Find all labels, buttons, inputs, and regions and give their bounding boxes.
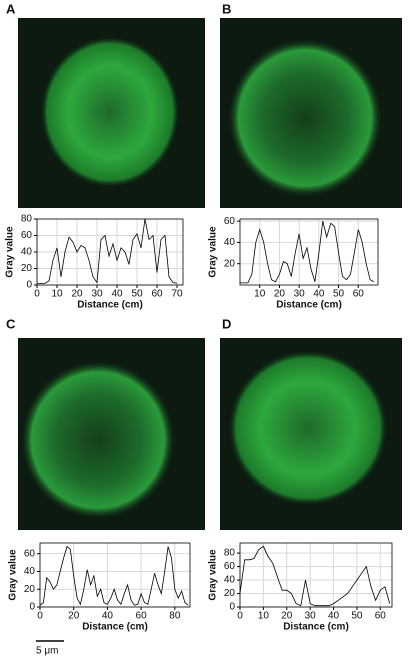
x-tick-label: 40 xyxy=(102,611,114,622)
panel-label: C xyxy=(6,316,16,331)
x-tick-label: 0 xyxy=(37,611,43,622)
micrograph-a xyxy=(18,18,205,208)
x-tick-label: 20 xyxy=(68,611,80,622)
x-tick-label: 30 xyxy=(294,289,306,300)
line xyxy=(240,221,375,284)
plot-frame xyxy=(39,542,191,608)
x-tick-label: 20 xyxy=(71,289,83,300)
y-tick-label: 80 xyxy=(21,214,33,225)
y-tick-label: 0 xyxy=(29,602,35,613)
line xyxy=(39,545,189,606)
x-tick-label: 0 xyxy=(237,611,243,622)
y-tick-label: 0 xyxy=(26,280,32,291)
x-tick-label: 60 xyxy=(375,611,387,622)
y-tick-label: 80 xyxy=(224,548,236,559)
x-tick-label: 40 xyxy=(313,289,325,300)
micrograph-d xyxy=(220,338,402,530)
y-tick-label: 20 xyxy=(21,263,33,274)
x-tick-label: 20 xyxy=(281,611,293,622)
y-tick-label: 40 xyxy=(24,566,36,577)
plot-frame xyxy=(239,542,393,608)
x-tick-label: 10 xyxy=(51,289,63,300)
y-tick-label: 40 xyxy=(224,237,236,248)
y-tick-label: 20 xyxy=(224,588,236,599)
x-tick-label: 20 xyxy=(274,289,286,300)
y-tick-label: 20 xyxy=(224,258,236,269)
line xyxy=(37,218,178,284)
x-axis-label: Distance (cm) xyxy=(77,300,143,311)
x-tick-label: 60 xyxy=(353,289,365,300)
x-tick-label: 30 xyxy=(91,289,103,300)
y-axis-label: Gray value xyxy=(8,549,19,601)
y-tick-label: 40 xyxy=(224,575,236,586)
panel-label: B xyxy=(222,1,231,16)
x-tick-label: 50 xyxy=(333,289,345,300)
plot-frame xyxy=(36,218,184,286)
line xyxy=(239,545,391,607)
y-tick-label: 60 xyxy=(224,561,236,572)
y-tick-label: 60 xyxy=(21,230,33,241)
panel-label: A xyxy=(6,1,16,16)
x-axis-label: Distance (cm) xyxy=(276,300,342,311)
x-tick-label: 40 xyxy=(328,611,340,622)
x-tick-label: 0 xyxy=(34,289,40,300)
plot-frame xyxy=(239,218,379,286)
x-tick-label: 80 xyxy=(169,611,181,622)
x-tick-label: 50 xyxy=(351,611,363,622)
x-tick-label: 60 xyxy=(136,611,148,622)
scale-bar-label: 5 μm xyxy=(36,646,58,657)
y-axis-label: Gray value xyxy=(208,226,219,278)
micrograph-c xyxy=(18,338,205,530)
x-tick-label: 10 xyxy=(258,611,270,622)
y-tick-label: 0 xyxy=(229,602,235,613)
x-tick-label: 30 xyxy=(305,611,317,622)
y-tick-label: 60 xyxy=(224,216,236,227)
y-tick-label: 20 xyxy=(24,584,36,595)
x-axis-label: Distance (cm) xyxy=(82,622,148,633)
panel-label: D xyxy=(222,316,231,331)
y-axis-label: Gray value xyxy=(208,549,219,601)
x-tick-label: 40 xyxy=(111,289,123,300)
x-tick-label: 70 xyxy=(171,289,183,300)
x-tick-label: 60 xyxy=(151,289,163,300)
x-axis-label: Distance (cm) xyxy=(283,622,349,633)
x-tick-label: 10 xyxy=(254,289,266,300)
y-axis-label: Gray value xyxy=(5,226,16,278)
y-tick-label: 60 xyxy=(24,548,36,559)
micrograph-b xyxy=(220,18,402,208)
x-tick-label: 50 xyxy=(131,289,143,300)
y-tick-label: 40 xyxy=(21,247,33,258)
